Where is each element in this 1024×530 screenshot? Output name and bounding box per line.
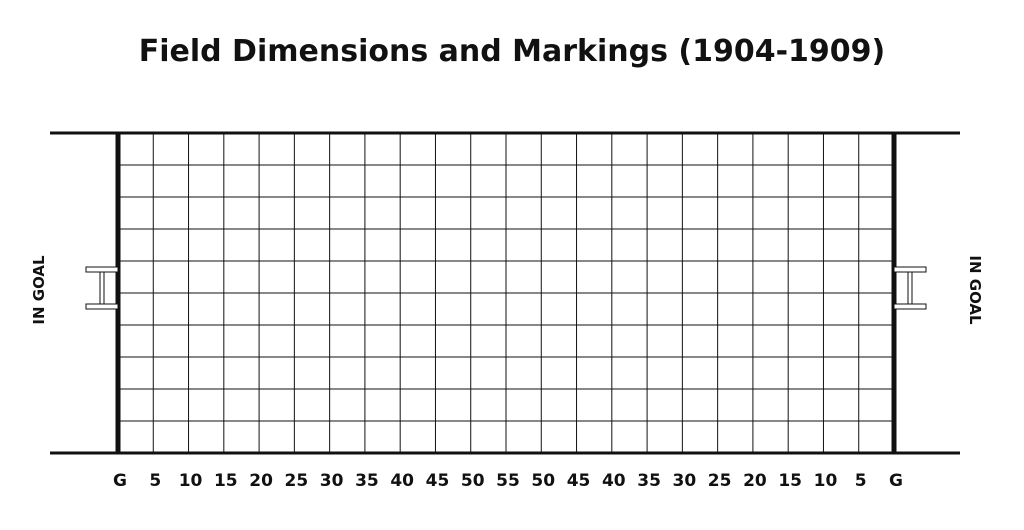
right-goalpost xyxy=(893,266,927,310)
yard-label: 35 xyxy=(355,471,379,491)
yard-label: 40 xyxy=(602,471,626,491)
yard-label: 30 xyxy=(673,471,697,491)
yard-label: 50 xyxy=(531,471,555,491)
right-in-goal-label: IN GOAL xyxy=(966,255,984,325)
yard-labels: G 5 10 15 20 25 30 35 40 45 50 55 50 45 40 35 30 25 20 15 10… xyxy=(113,471,903,491)
yard-label: 15 xyxy=(214,471,238,491)
left-in-goal-label: IN GOAL xyxy=(30,255,48,325)
yard-label: G xyxy=(113,471,127,491)
yard-label: 30 xyxy=(320,471,344,491)
yard-label: 35 xyxy=(637,471,661,491)
yard-label: 5 xyxy=(855,471,867,491)
left-goalpost xyxy=(85,266,119,310)
yard-label: 20 xyxy=(743,471,767,491)
yard-label: 55 xyxy=(496,471,520,491)
yard-label: 10 xyxy=(814,471,838,491)
yard-label: 25 xyxy=(285,471,309,491)
field-grid xyxy=(118,133,894,453)
yard-label: 25 xyxy=(708,471,732,491)
yard-label: 45 xyxy=(567,471,591,491)
yard-label: 40 xyxy=(390,471,414,491)
diagram-title: Field Dimensions and Markings (1904-1909… xyxy=(138,34,886,69)
yard-label: 45 xyxy=(426,471,450,491)
yard-label: 10 xyxy=(179,471,203,491)
yard-label: 20 xyxy=(249,471,273,491)
yard-label: 50 xyxy=(461,471,485,491)
yard-label: 5 xyxy=(149,471,161,491)
yard-label: G xyxy=(889,471,903,491)
yard-label: 15 xyxy=(778,471,802,491)
